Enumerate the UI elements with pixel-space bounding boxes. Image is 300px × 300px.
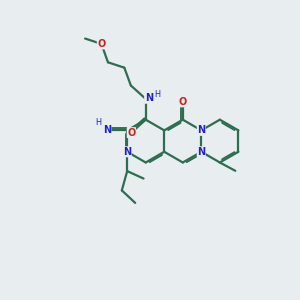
Text: O: O [127,128,136,138]
Text: O: O [97,39,106,49]
Text: N: N [123,147,131,157]
Text: N: N [145,93,153,103]
Text: H: H [154,90,160,99]
Text: N: N [197,147,206,157]
Text: N: N [197,125,206,135]
Text: H: H [96,118,102,127]
Text: N: N [103,125,111,135]
Text: O: O [179,97,187,107]
